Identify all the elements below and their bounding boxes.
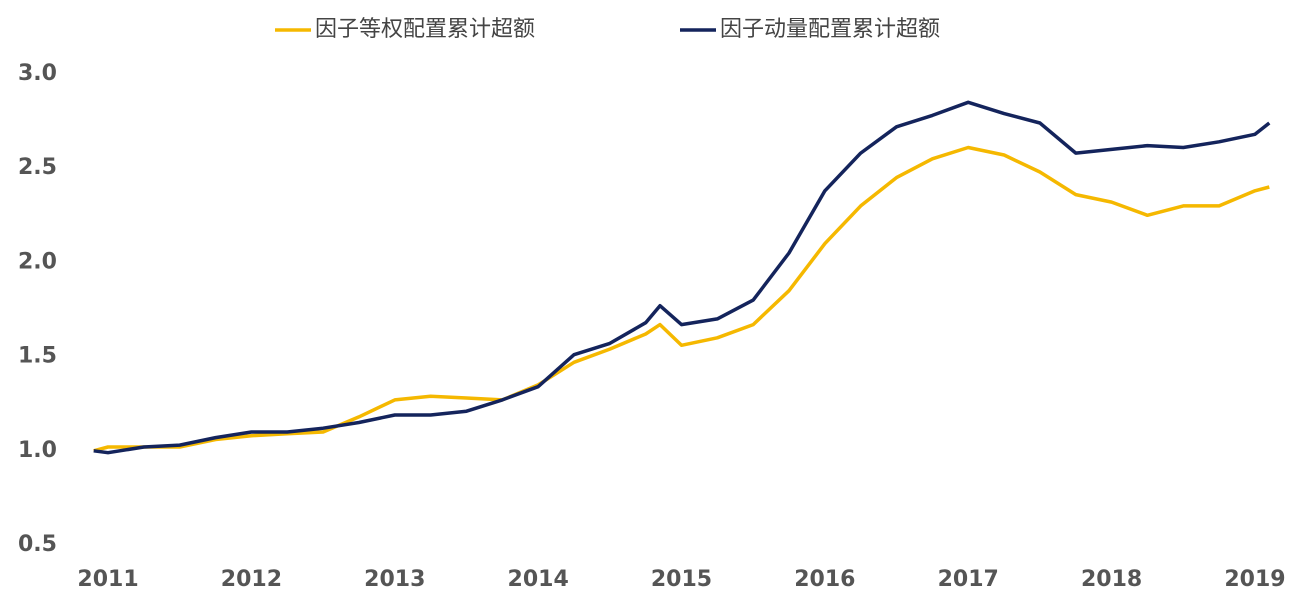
y-tick-label: 3.0 (18, 61, 57, 86)
y-tick-label: 1.0 (18, 438, 57, 463)
x-tick-label: 2013 (364, 567, 425, 592)
x-tick-label: 2018 (1081, 567, 1142, 592)
legend-label: 因子等权配置累计超额 (315, 17, 535, 42)
x-tick-label: 2014 (508, 567, 569, 592)
line-series (93, 145, 1270, 453)
x-tick-label: 2016 (794, 567, 855, 592)
x-tick-label: 2017 (938, 567, 999, 592)
line-series (93, 100, 1271, 455)
x-tick-label: 2015 (651, 567, 712, 592)
y-tick-label: 2.0 (18, 249, 57, 274)
y-tick-label: 0.5 (18, 532, 57, 557)
y-tick-label: 1.5 (18, 344, 57, 369)
x-tick-label: 2019 (1224, 567, 1285, 592)
y-tick-label: 2.5 (18, 155, 57, 180)
legend-label: 因子动量配置累计超额 (720, 17, 940, 42)
x-tick-label: 2011 (77, 567, 138, 592)
x-tick-label: 2012 (221, 567, 282, 592)
